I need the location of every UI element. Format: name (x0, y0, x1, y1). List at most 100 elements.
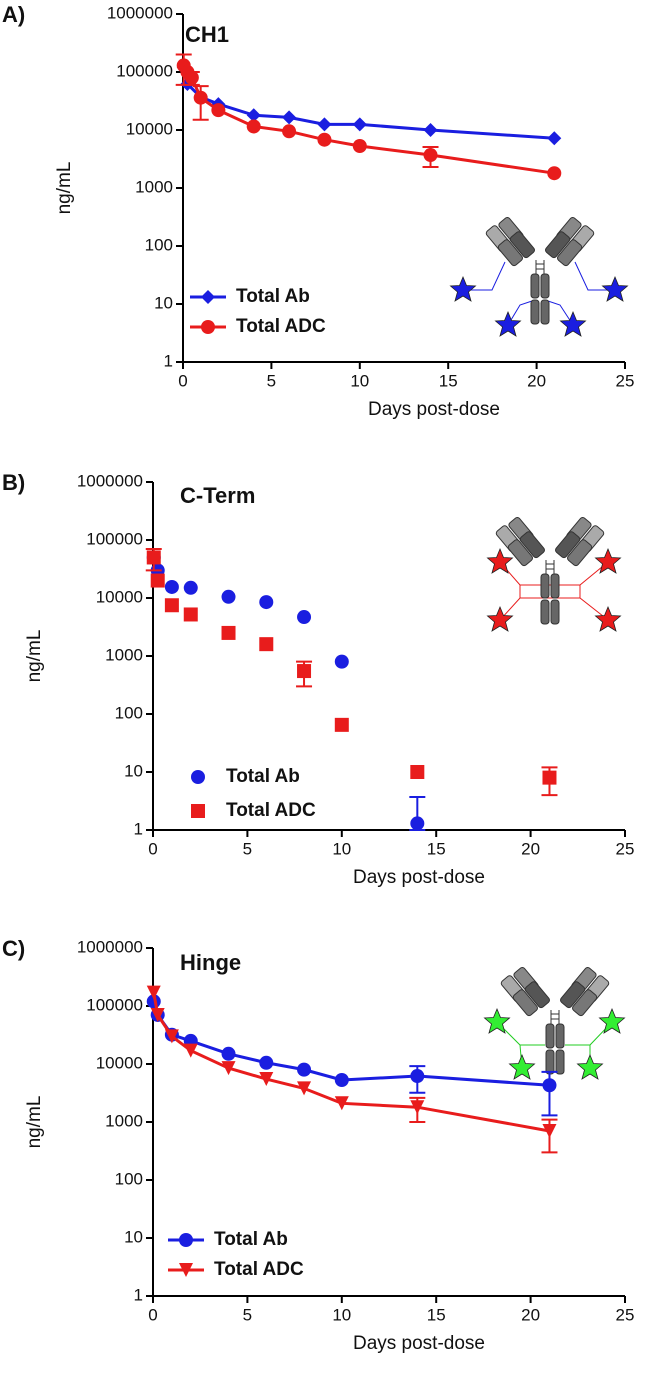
chart-title: CH1 (185, 22, 229, 47)
antibody-icon (487, 515, 621, 632)
y-axis-label: ng/mL (24, 630, 45, 683)
x-tick-label: 5 (267, 371, 276, 390)
marker (410, 1069, 425, 1084)
legend-label: Total ADC (214, 1259, 304, 1280)
y-axis-label: ng/mL (24, 1096, 45, 1149)
marker (410, 816, 425, 831)
x-axis-label: Days post-dose (353, 867, 485, 888)
marker (542, 1078, 557, 1093)
antibody-icon (450, 215, 628, 337)
marker (246, 108, 261, 123)
chart-title: Hinge (180, 950, 241, 975)
y-tick-label: 100000 (116, 61, 173, 80)
fit-line (152, 992, 550, 1133)
x-tick-label: 10 (332, 839, 351, 858)
marker (179, 1233, 193, 1247)
antibody-icon (484, 965, 625, 1080)
legend-label: Total Ab (214, 1229, 288, 1250)
x-tick-label: 25 (616, 371, 635, 390)
y-tick-label: 10 (124, 761, 143, 780)
marker (164, 579, 179, 594)
x-tick-label: 20 (521, 1305, 540, 1324)
marker (410, 1100, 425, 1115)
y-tick-label: 100 (115, 1169, 143, 1188)
y-tick-label: 1 (134, 1285, 143, 1304)
marker (164, 598, 179, 613)
marker (150, 1007, 165, 1022)
marker (259, 1055, 274, 1070)
marker (297, 1081, 312, 1096)
marker (352, 138, 367, 153)
y-tick-label: 10000 (96, 587, 143, 606)
x-axis-label: Days post-dose (368, 399, 500, 420)
marker (352, 117, 367, 132)
panel-label: B) (2, 470, 25, 495)
x-tick-label: 10 (350, 371, 369, 390)
y-tick-label: 1 (164, 351, 173, 370)
marker (246, 119, 261, 134)
x-axis-label: Days post-dose (353, 1333, 485, 1354)
y-tick-label: 1000 (105, 1111, 143, 1130)
x-tick-label: 20 (521, 839, 540, 858)
panel-label: C) (2, 936, 25, 961)
marker (334, 1096, 349, 1111)
y-tick-label: 1000000 (77, 471, 143, 490)
marker (179, 1263, 193, 1277)
x-tick-label: 25 (616, 839, 635, 858)
marker (150, 573, 165, 588)
y-axis-label: ng/mL (54, 162, 75, 215)
marker (317, 132, 332, 147)
fit-line (182, 64, 555, 175)
marker (183, 580, 198, 595)
marker (193, 90, 208, 105)
marker (146, 985, 161, 1000)
marker (282, 110, 297, 125)
marker (184, 70, 199, 85)
y-tick-label: 100 (115, 703, 143, 722)
marker (259, 1072, 274, 1087)
marker (191, 770, 205, 784)
x-tick-label: 15 (427, 1305, 446, 1324)
x-tick-label: 20 (527, 371, 546, 390)
marker (423, 123, 438, 137)
y-tick-label: 1000 (135, 177, 173, 196)
y-tick-label: 10 (124, 1227, 143, 1246)
marker (183, 1043, 198, 1058)
x-tick-label: 0 (148, 839, 157, 858)
fit-line (182, 67, 555, 140)
y-tick-label: 10000 (126, 119, 173, 138)
y-tick-label: 1 (134, 819, 143, 838)
panel-label: A) (2, 2, 25, 27)
legend-label: Total ADC (236, 316, 326, 337)
marker (259, 595, 274, 610)
marker (334, 717, 349, 732)
x-tick-label: 15 (427, 839, 446, 858)
marker (183, 607, 198, 622)
marker (191, 804, 205, 818)
legend-label: Total ADC (226, 800, 316, 821)
x-tick-label: 5 (243, 1305, 252, 1324)
marker (297, 1062, 312, 1077)
marker (282, 124, 297, 139)
y-tick-label: 1000000 (77, 937, 143, 956)
marker (211, 103, 226, 118)
marker (201, 320, 215, 334)
marker (317, 117, 332, 132)
marker (547, 131, 562, 146)
marker (221, 1046, 236, 1061)
x-tick-label: 0 (178, 371, 187, 390)
fit-line (152, 1000, 550, 1087)
y-tick-label: 10000 (96, 1053, 143, 1072)
marker (146, 550, 161, 565)
marker (334, 1072, 349, 1087)
marker (542, 770, 557, 785)
y-tick-label: 100000 (86, 995, 143, 1014)
x-tick-label: 25 (616, 1305, 635, 1324)
y-tick-label: 1000 (105, 645, 143, 664)
x-tick-label: 5 (243, 839, 252, 858)
y-tick-label: 100000 (86, 529, 143, 548)
legend-label: Total Ab (236, 286, 310, 307)
marker (259, 637, 274, 652)
y-tick-label: 100 (145, 235, 173, 254)
